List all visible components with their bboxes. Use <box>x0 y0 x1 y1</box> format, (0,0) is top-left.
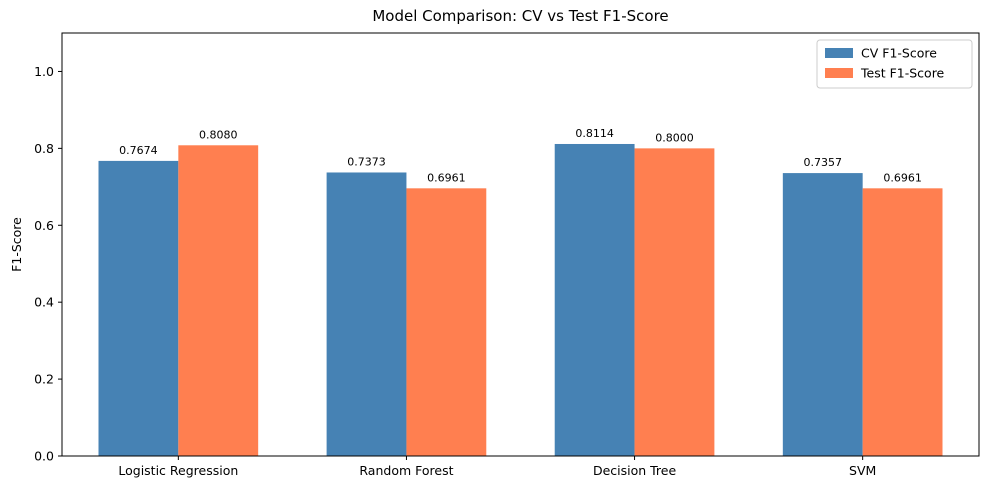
bar-cv-1 <box>326 172 407 456</box>
data-label-cv-0: 0.7674 <box>119 144 158 157</box>
legend: CV F1-Score Test F1-Score <box>816 39 973 89</box>
y-tick-label-2: 0.4 <box>34 295 54 310</box>
bar-cv-3 <box>782 173 863 456</box>
chart-title: Model Comparison: CV vs Test F1-Score <box>372 7 668 25</box>
legend-box <box>816 39 973 89</box>
data-label-test-2: 0.8000 <box>655 131 694 144</box>
data-label-test-3: 0.6961 <box>883 171 922 184</box>
legend-label-test: Test F1-Score <box>860 66 945 81</box>
axes-layer: 0.0 0.2 0.4 0.6 0.8 1.0 Logistic Regression Ran… <box>34 32 980 478</box>
bar-cv-2 <box>554 143 635 457</box>
data-labels-layer: 0.7674 0.7373 0.8114 0.7357 0.8080 0.6961 0.80… <box>119 127 922 184</box>
data-label-cv-3: 0.7357 <box>803 156 842 169</box>
data-label-cv-2: 0.8114 <box>575 127 614 140</box>
data-label-test-0: 0.8080 <box>199 128 238 141</box>
y-tick-label-1: 0.2 <box>34 372 54 387</box>
y-tick-label-5: 1.0 <box>34 64 54 79</box>
x-tick-label-2: Decision Tree <box>593 463 677 478</box>
bar-test-0 <box>178 145 259 456</box>
data-label-test-1: 0.6961 <box>427 171 466 184</box>
x-tick-label-1: Random Forest <box>359 463 453 478</box>
legend-swatch-cv <box>825 48 853 58</box>
y-tick-label-3: 0.6 <box>34 218 54 233</box>
legend-swatch-test <box>825 68 853 78</box>
x-tick-label-3: SVM <box>849 463 876 478</box>
bar-cv-0 <box>98 160 179 456</box>
y-tick-label-0: 0.0 <box>34 449 54 464</box>
plot-frame <box>61 32 980 457</box>
bar-test-1 <box>406 188 487 456</box>
bar-test-3 <box>862 188 943 456</box>
legend-label-cv: CV F1-Score <box>861 46 937 61</box>
bars-layer <box>98 143 943 457</box>
data-label-cv-1: 0.7373 <box>347 155 386 168</box>
y-tick-label-4: 0.8 <box>34 141 54 156</box>
bar-test-2 <box>634 148 715 456</box>
x-tick-label-0: Logistic Regression <box>118 463 238 478</box>
y-axis-label: F1-Score <box>9 217 24 272</box>
